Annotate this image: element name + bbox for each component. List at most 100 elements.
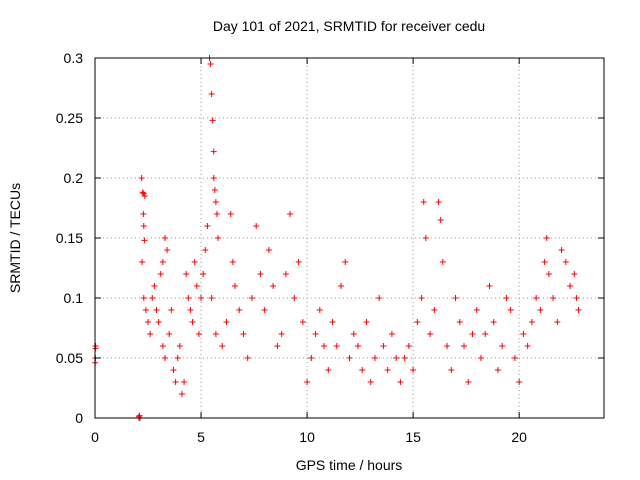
data-point: [516, 379, 523, 385]
data-point: [420, 199, 427, 205]
data-point: [227, 211, 234, 217]
data-point: [202, 247, 209, 253]
data-point: [465, 379, 472, 385]
data-point: [157, 271, 164, 277]
data-point: [376, 295, 383, 301]
data-point: [278, 331, 285, 337]
y-tick-label: 0.2: [64, 170, 84, 186]
data-point: [164, 247, 171, 253]
data-point: [198, 295, 205, 301]
data-point: [486, 283, 493, 289]
data-point: [139, 189, 146, 196]
data-point: [161, 235, 168, 241]
data-points: [92, 55, 582, 421]
data-point: [191, 259, 198, 265]
data-point: [257, 271, 264, 277]
data-point: [265, 247, 272, 253]
data-point: [511, 355, 518, 361]
data-point: [209, 117, 216, 124]
data-point: [308, 355, 315, 361]
data-point: [151, 283, 158, 289]
data-point: [494, 367, 501, 373]
data-point: [437, 217, 444, 223]
data-point: [212, 331, 219, 337]
data-point: [270, 283, 277, 289]
data-point: [172, 379, 179, 385]
data-point: [138, 175, 145, 181]
data-point: [282, 271, 289, 277]
data-point: [452, 295, 459, 301]
data-point: [333, 343, 340, 349]
data-point: [161, 355, 168, 361]
data-point: [393, 355, 400, 361]
data-point: [212, 199, 219, 205]
data-point: [384, 367, 391, 373]
data-point: [229, 259, 236, 265]
y-tick-label: 0.15: [56, 230, 83, 246]
data-point: [562, 259, 569, 265]
data-point: [185, 295, 192, 301]
data-point: [528, 319, 535, 325]
data-point: [524, 343, 531, 349]
data-point: [223, 319, 230, 325]
data-point: [211, 187, 218, 193]
data-point: [170, 367, 177, 373]
data-point: [461, 343, 468, 349]
data-point: [174, 355, 181, 361]
data-point: [193, 283, 200, 289]
data-point: [204, 223, 211, 229]
data-point: [181, 379, 188, 385]
data-point: [507, 307, 514, 313]
data-point: [208, 91, 215, 97]
data-point: [159, 259, 166, 265]
data-point: [554, 319, 561, 325]
data-point: [200, 271, 207, 277]
data-point: [473, 307, 480, 313]
data-point: [142, 307, 149, 313]
y-axis-label: SRMTID / TECUs: [7, 183, 23, 293]
y-tick-label: 0.05: [56, 350, 83, 366]
data-point: [195, 331, 202, 337]
data-point: [244, 355, 251, 361]
data-point: [482, 331, 489, 337]
data-point: [274, 343, 281, 349]
data-point: [147, 331, 154, 337]
data-point: [210, 148, 217, 155]
data-point: [371, 355, 378, 361]
data-point: [558, 247, 565, 253]
y-tick-label: 0: [75, 410, 83, 426]
data-point: [207, 61, 214, 67]
data-point: [543, 235, 550, 241]
data-point: [187, 307, 194, 313]
data-point: [541, 259, 548, 265]
axis-ticks: 0 5 10 15 20 0 0.05 0.1 0.15 0.2 0.25 0.3: [56, 50, 604, 445]
data-point: [176, 343, 183, 349]
x-tick-label: 0: [91, 429, 99, 445]
data-point: [312, 331, 319, 337]
data-point: [573, 295, 580, 301]
x-tick-label: 20: [511, 429, 527, 445]
data-point: [520, 331, 527, 337]
data-point: [155, 319, 162, 325]
data-point: [439, 259, 446, 265]
data-point: [145, 319, 152, 325]
data-point: [354, 343, 361, 349]
data-point: [135, 413, 142, 420]
data-point: [414, 319, 421, 325]
data-point: [183, 271, 190, 277]
grid: [95, 58, 604, 418]
data-point: [253, 223, 260, 229]
data-point: [380, 343, 387, 349]
data-point: [388, 331, 395, 337]
x-tick-label: 5: [197, 429, 205, 445]
data-point: [435, 199, 442, 205]
data-point: [166, 331, 173, 337]
data-point: [363, 319, 370, 325]
data-point: [178, 391, 185, 397]
data-point: [248, 295, 255, 301]
data-point: [545, 271, 552, 277]
data-point: [533, 295, 540, 301]
data-point: [291, 295, 298, 301]
data-point: [149, 295, 156, 301]
data-point: [418, 295, 425, 301]
